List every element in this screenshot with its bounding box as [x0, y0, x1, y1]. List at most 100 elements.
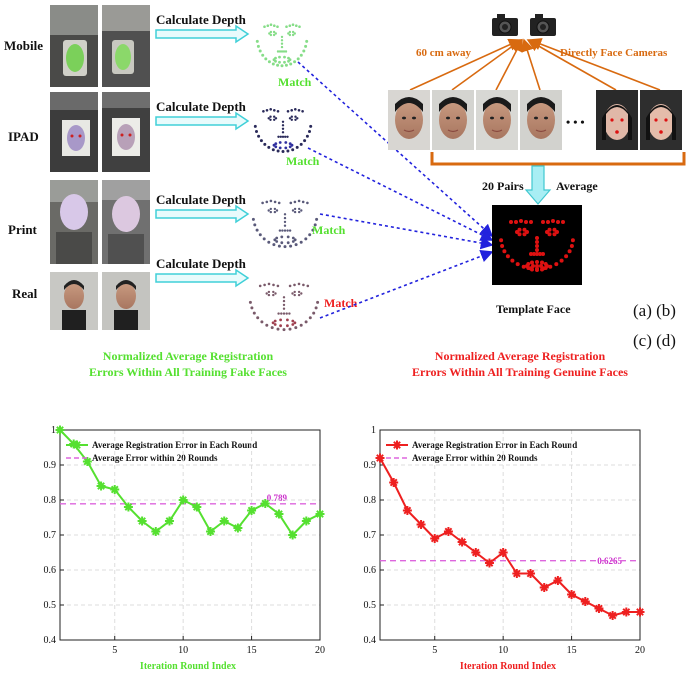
landmark-point — [282, 303, 286, 307]
template-point — [543, 266, 548, 270]
landmark-face — [251, 199, 319, 249]
landmark-point — [284, 146, 288, 150]
avg-annotation: 0.6265 — [597, 556, 622, 566]
landmark-point — [283, 229, 287, 232]
chart-title-line1: Normalized Average Registration — [435, 349, 606, 363]
landmark-faces — [248, 23, 320, 332]
landmark-point — [288, 284, 292, 288]
template-point — [535, 252, 539, 256]
landmark-point — [305, 39, 309, 43]
landmark-point — [279, 135, 282, 138]
chart-legend — [386, 440, 408, 459]
landmark-point — [281, 229, 284, 232]
template-point — [540, 260, 544, 265]
template-point — [514, 220, 518, 224]
landmark-point — [269, 207, 272, 211]
face-photo — [596, 90, 638, 150]
chart-legend — [66, 440, 88, 459]
landmark-point — [308, 316, 312, 320]
landmark-point — [282, 299, 286, 303]
landmark-point — [280, 35, 284, 39]
match-label-print: Match — [312, 223, 346, 237]
landmark-point — [281, 135, 285, 138]
photo-mobile-1 — [50, 5, 98, 87]
data-point — [498, 548, 508, 557]
landmark-point — [267, 145, 271, 149]
row-label-real: Real — [12, 286, 38, 301]
template-point — [554, 262, 559, 267]
y-tick-label: 0.5 — [364, 600, 377, 611]
landmark-face — [248, 282, 320, 332]
landmark-point — [260, 320, 264, 324]
orange-bracket — [430, 152, 686, 166]
data-point — [402, 506, 412, 515]
landmark-point — [280, 241, 284, 245]
x-tick-label: 20 — [315, 645, 325, 656]
landmark-point — [258, 284, 262, 288]
landmark-point — [269, 33, 273, 37]
data-point — [247, 506, 257, 515]
landmark-point — [267, 282, 271, 286]
camera-arrows — [409, 38, 661, 91]
landmark-point — [289, 201, 293, 205]
face-photo — [520, 90, 562, 150]
landmark-point — [275, 240, 279, 243]
landmark-point — [251, 217, 255, 221]
landmark-point — [278, 229, 282, 232]
template-point — [564, 254, 569, 259]
data-point — [389, 478, 399, 487]
y-tick-label: 0.4 — [44, 635, 57, 646]
template-point — [561, 220, 565, 224]
template-point — [535, 244, 539, 248]
camera-icon — [530, 14, 556, 36]
landmark-point — [262, 237, 266, 241]
template-point — [524, 220, 528, 224]
landmark-point — [283, 55, 286, 59]
template-point — [548, 264, 553, 269]
landmark-point — [286, 324, 289, 328]
template-point — [556, 220, 560, 224]
data-point — [594, 604, 604, 613]
landmark-point — [265, 323, 269, 327]
landmark-point — [274, 32, 277, 35]
landmark-point — [298, 25, 301, 29]
genuine-face-strip: • • • — [388, 90, 682, 150]
template-point — [535, 260, 539, 264]
landmark-point — [293, 200, 297, 204]
row-label-print: Print — [8, 222, 38, 237]
landmark-point — [300, 209, 303, 212]
landmark-point — [291, 23, 295, 27]
landmark-point — [295, 145, 299, 149]
landmark-point — [286, 149, 290, 153]
landmark-point — [256, 316, 260, 320]
data-point — [392, 440, 402, 450]
photo-real-1 — [50, 272, 98, 330]
chart-title-line2: Errors Within All Training Genuine Faces — [412, 365, 628, 379]
data-point — [123, 502, 133, 512]
panel-label-ab: (a) (b) — [633, 301, 676, 320]
landmark-point — [286, 241, 290, 245]
landmark-point — [308, 130, 311, 133]
data-point — [192, 502, 202, 512]
landmark-point — [296, 57, 300, 61]
ellipsis-dots: • • • — [566, 115, 585, 129]
template-point — [522, 227, 527, 232]
landmark-point — [286, 229, 289, 232]
template-point — [500, 244, 505, 248]
data-point — [567, 590, 577, 599]
data-point — [110, 485, 120, 494]
chart-fake-faces: Normalized Average Registration Errors W… — [44, 349, 326, 672]
landmark-point — [296, 117, 299, 120]
data-point — [580, 597, 590, 606]
template-point — [546, 220, 550, 224]
landmark-point — [278, 55, 281, 59]
avg-annotation: 0.789 — [267, 493, 288, 503]
landmark-point — [266, 24, 270, 28]
data-point — [512, 569, 522, 578]
landmark-point — [293, 290, 296, 294]
landmark-point — [267, 293, 271, 297]
template-point — [540, 267, 544, 272]
landmark-point — [284, 63, 288, 67]
match-label-ipad: Match — [286, 154, 320, 168]
match-label-mobile: Match — [278, 75, 312, 89]
